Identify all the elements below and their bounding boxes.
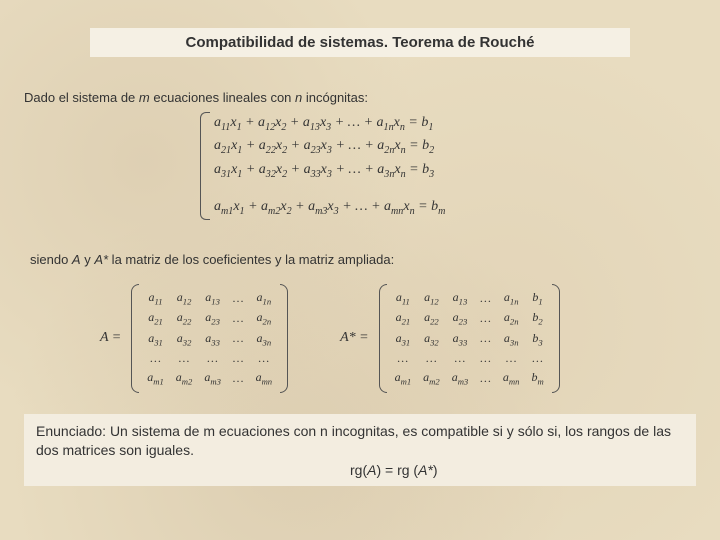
eq-row-m: am1x1 + am2x2 + am3x3 + … + amnxn = bm	[214, 196, 445, 219]
eq-row-1: a11x1 + a12x2 + a13x3 + … + a1nxn = b1	[214, 112, 445, 135]
statement-text: Enunciado: Un sistema de m ecuaciones co…	[36, 423, 671, 458]
rank-equation: rg(A) = rg (A*)	[350, 461, 438, 480]
statement-box: Enunciado: Un sistema de m ecuaciones co…	[24, 414, 696, 486]
rank-Astar: A*	[418, 462, 433, 478]
mid-Astar: A*	[94, 252, 108, 267]
mid-A: A	[72, 252, 81, 267]
mid-mid1: y	[81, 252, 95, 267]
intro-mid: ecuaciones lineales con	[150, 90, 295, 105]
matrix-Astar: a11a12a13…a1nb1 a21a22a23…a2nb2 a31a32a3…	[379, 284, 560, 393]
mid-pre: siendo	[30, 252, 72, 267]
mid-text: siendo A y A* la matriz de los coeficien…	[30, 252, 394, 267]
left-brace	[200, 112, 210, 220]
paren-right-2	[552, 284, 560, 393]
intro-text: Dado el sistema de m ecuaciones lineales…	[24, 90, 368, 105]
system-equations: a11x1 + a12x2 + a13x3 + … + a1nxn = b1 a…	[200, 112, 445, 220]
eq-row-2: a21x1 + a22x2 + a23x3 + … + a2nxn = b2	[214, 135, 445, 158]
page-title: Compatibilidad de sistemas. Teorema de R…	[90, 28, 630, 57]
rank-mid: ) = rg (	[376, 462, 418, 478]
intro-pre: Dado el sistema de	[24, 90, 139, 105]
matrices-row: A = a11a12a13…a1n a21a22a23…a2n a31a32a3…	[100, 284, 560, 393]
paren-right	[280, 284, 288, 393]
matrix-A: a11a12a13…a1n a21a22a23…a2n a31a32a33…a3…	[131, 284, 288, 393]
paren-left	[131, 284, 139, 393]
rank-lhs: rg(	[350, 462, 367, 478]
intro-m: m	[139, 90, 150, 105]
matrix-A-table: a11a12a13…a1n a21a22a23…a2n a31a32a33…a3…	[141, 288, 278, 389]
matrix-A-label: A =	[100, 330, 121, 346]
matrix-Astar-label: A* =	[340, 330, 369, 346]
paren-left-2	[379, 284, 387, 393]
mid-post: la matriz de los coeficientes y la matri…	[108, 252, 394, 267]
eq-row-3: a31x1 + a32x2 + a33x3 + … + a3nxn = b3	[214, 159, 445, 182]
matrix-Astar-table: a11a12a13…a1nb1 a21a22a23…a2nb2 a31a32a3…	[389, 288, 550, 389]
rank-end: )	[433, 462, 438, 478]
intro-post: incógnitas:	[302, 90, 368, 105]
